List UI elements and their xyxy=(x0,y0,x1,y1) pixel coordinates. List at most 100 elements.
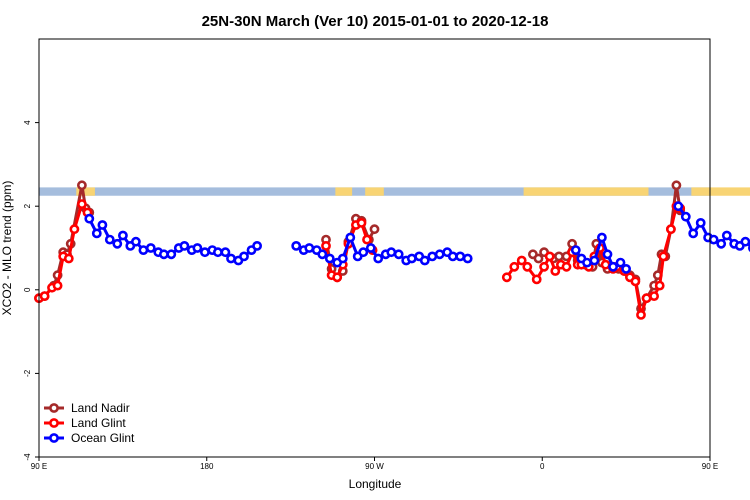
x-axis-label: Longitude xyxy=(349,477,402,491)
data-point-land-glint xyxy=(531,274,542,285)
data-point-ocean-glint xyxy=(84,213,95,224)
data-point-ocean-glint xyxy=(220,247,231,258)
data-point-land-glint xyxy=(522,261,533,272)
data-point-land-glint xyxy=(362,234,372,245)
legend-swatch-marker xyxy=(49,403,59,413)
data-point-ocean-glint xyxy=(589,255,600,266)
data-point-land-glint xyxy=(658,251,669,262)
data-point-ocean-glint xyxy=(716,238,727,249)
data-point-land-nadir xyxy=(671,180,682,191)
land-band-segment-2 xyxy=(365,187,384,196)
data-point-land-glint xyxy=(321,240,331,251)
data-point-land-glint xyxy=(509,261,520,272)
data-point-land-glint xyxy=(39,291,50,301)
data-point-ocean-glint xyxy=(337,253,348,264)
data-point-ocean-glint xyxy=(365,243,376,253)
data-point-ocean-glint xyxy=(112,238,123,249)
data-point-ocean-glint xyxy=(118,230,128,241)
chart-title: 25N-30N March (Ver 10) 2015-01-01 to 202… xyxy=(202,13,549,30)
x-tick-label: 90 W xyxy=(365,462,384,471)
data-point-ocean-glint xyxy=(252,240,262,251)
data-point-land-glint xyxy=(544,251,555,262)
data-point-ocean-glint xyxy=(166,249,177,260)
data-point-land-glint xyxy=(641,293,652,304)
x-axis: 90 E 180 90 W 0 90 E xyxy=(31,457,718,471)
data-point-land-glint xyxy=(356,217,367,228)
data-point-land-glint xyxy=(63,253,74,264)
series-ocean-glint xyxy=(84,201,750,274)
data-point-land-glint xyxy=(550,266,561,276)
x-tick-label: 180 xyxy=(200,462,214,471)
land-band-segment-3 xyxy=(523,187,649,196)
x-tick-label: 90 E xyxy=(702,462,718,471)
x-tick-label: 90 E xyxy=(31,462,47,471)
data-point-ocean-glint xyxy=(373,253,384,264)
y-axis: -4 -2 0 2 4 xyxy=(23,120,39,461)
data-point-ocean-glint xyxy=(455,251,466,262)
data-point-ocean-glint xyxy=(740,236,750,247)
y-tick-label: 0 xyxy=(23,287,32,292)
legend-label: Land Glint xyxy=(71,416,126,430)
data-point-land-glint xyxy=(561,261,572,272)
data-point-land-nadir xyxy=(533,253,544,264)
data-point-land-glint xyxy=(654,280,665,291)
data-point-land-nadir xyxy=(77,180,87,191)
data-point-ocean-glint xyxy=(608,261,618,272)
land-band-segment-4 xyxy=(691,187,750,196)
data-point-ocean-glint xyxy=(621,263,631,274)
data-point-land-glint xyxy=(516,255,527,266)
legend-label: Land Nadir xyxy=(71,401,130,415)
legend-swatch-marker xyxy=(49,418,59,428)
data-point-ocean-glint xyxy=(179,240,190,251)
legend-label: Ocean Glint xyxy=(71,431,135,445)
data-point-ocean-glint xyxy=(688,228,699,239)
data-point-ocean-glint xyxy=(419,255,430,266)
data-point-ocean-glint xyxy=(673,201,684,212)
data-point-ocean-glint xyxy=(602,249,613,260)
land-band-segment-1 xyxy=(335,187,353,196)
legend-item-ocean-glint: Ocean Glint xyxy=(44,431,135,445)
legend-item-land-nadir: Land Nadir xyxy=(44,401,130,415)
data-point-ocean-glint xyxy=(597,232,607,243)
land-ocean-band xyxy=(39,187,750,196)
data-point-land-glint xyxy=(666,224,676,235)
data-point-ocean-glint xyxy=(239,251,249,262)
y-tick-label: -4 xyxy=(23,453,32,461)
data-point-land-nadir xyxy=(369,224,380,235)
data-point-ocean-glint xyxy=(317,249,328,260)
data-point-ocean-glint xyxy=(91,228,102,239)
data-point-ocean-glint xyxy=(104,234,115,245)
data-point-ocean-glint xyxy=(226,253,236,264)
y-tick-label: 2 xyxy=(23,203,32,208)
data-point-ocean-glint xyxy=(97,220,108,230)
data-point-ocean-glint xyxy=(462,253,473,264)
data-point-ocean-glint xyxy=(145,243,156,253)
legend-item-land-glint: Land Glint xyxy=(44,416,126,430)
data-point-ocean-glint xyxy=(570,245,581,255)
x-tick-label: 0 xyxy=(540,462,545,471)
data-point-ocean-glint xyxy=(708,234,719,245)
land-band-segment-0 xyxy=(76,187,95,196)
data-point-ocean-glint xyxy=(434,249,445,260)
data-point-land-glint xyxy=(649,291,659,301)
data-point-ocean-glint xyxy=(324,253,335,264)
data-point-land-glint xyxy=(539,261,549,272)
data-point-ocean-glint xyxy=(615,257,626,268)
data-point-land-glint xyxy=(501,272,512,283)
y-axis-label: XCO2 - MLO trend (ppm) xyxy=(0,181,14,316)
data-point-ocean-glint xyxy=(291,240,302,251)
data-point-ocean-glint xyxy=(393,249,404,260)
data-point-land-glint xyxy=(52,280,63,291)
data-point-land-glint xyxy=(77,199,87,209)
legend-swatch-marker xyxy=(49,433,59,443)
y-tick-label: 4 xyxy=(23,120,32,125)
data-point-land-glint xyxy=(69,224,80,235)
y-tick-label: -2 xyxy=(23,369,32,377)
data-point-land-glint xyxy=(332,272,343,283)
data-point-ocean-glint xyxy=(345,232,356,243)
data-point-ocean-glint xyxy=(212,247,223,258)
data-point-ocean-glint xyxy=(192,243,203,253)
data-point-ocean-glint xyxy=(130,236,141,247)
